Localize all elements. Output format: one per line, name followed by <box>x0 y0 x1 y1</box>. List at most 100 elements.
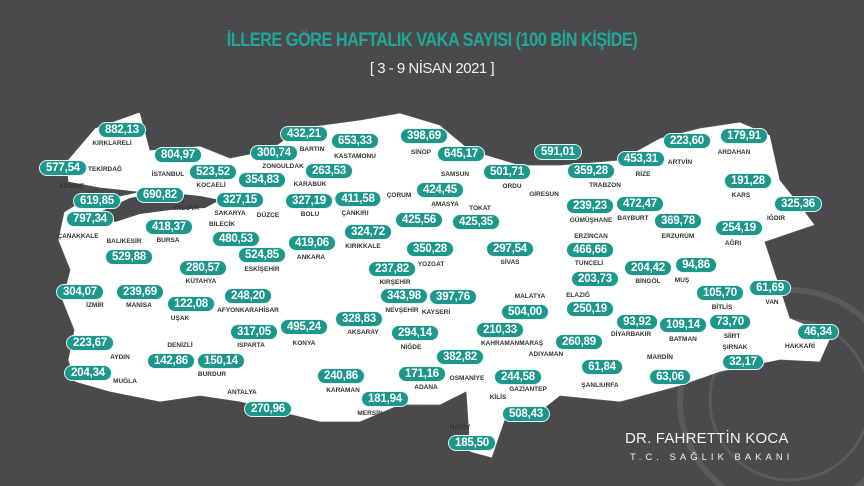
province-value-badge: 350,28 <box>406 241 454 257</box>
province-value-badge: 171,16 <box>398 366 446 382</box>
province-value-badge: 109,14 <box>659 317 707 333</box>
province-value-badge: 425,56 <box>395 212 443 228</box>
province-name: KIRŞEHİR <box>379 279 411 286</box>
province-value-badge: 369,78 <box>654 213 702 229</box>
province-value-badge: 501,71 <box>483 164 531 180</box>
province-name: BOLU <box>300 211 320 218</box>
province-value-badge: 327,15 <box>216 192 264 208</box>
province-value-badge: 263,53 <box>305 163 353 179</box>
province-name: ADIYAMAN <box>528 351 564 358</box>
province-name: VAN <box>765 299 779 306</box>
province-value-badge: 179,91 <box>720 128 768 144</box>
province-name: NİĞDE <box>400 344 422 351</box>
province-name: GAZİANTEP <box>509 386 547 393</box>
province-name: BAYBURT <box>617 215 649 222</box>
province-name: SİİRT <box>723 333 741 340</box>
province-name: KİLİS <box>489 394 507 401</box>
province-name: HATAY <box>449 424 471 431</box>
province-value-badge: 94,86 <box>675 257 717 273</box>
province-value-badge: 382,82 <box>436 349 484 365</box>
province-value-badge: 591,01 <box>534 144 582 160</box>
signature-name: DR. FAHRETTİN KOCA <box>625 430 789 447</box>
province-value-badge: 645,17 <box>437 146 485 162</box>
province-name: DİYARBAKIR <box>610 331 652 338</box>
province-value-badge: 142,86 <box>147 353 195 369</box>
province-value-badge: 508,43 <box>502 406 550 422</box>
province-value-badge: 270,96 <box>244 401 292 417</box>
province-value-badge: 653,33 <box>331 133 379 149</box>
province-value-badge: 398,69 <box>400 128 448 144</box>
province-name: BİLECİK <box>209 221 235 228</box>
province-name: YOZGAT <box>417 261 445 268</box>
province-value-badge: 577,54 <box>39 160 87 176</box>
province-value-badge: 504,00 <box>501 304 549 320</box>
province-name: HAKKARİ <box>785 343 815 350</box>
province-name: YALOVA <box>172 205 200 212</box>
province-name: MUŞ <box>674 277 690 284</box>
province-name: IĞDIR <box>766 215 786 222</box>
province-value-badge: 359,28 <box>567 163 615 179</box>
province-value-badge: 419,06 <box>288 235 336 251</box>
province-name: KARAMAN <box>326 387 360 394</box>
province-value-badge: 325,36 <box>774 196 822 212</box>
province-name: ELAZIĞ <box>566 292 590 299</box>
province-value-badge: 244,58 <box>494 369 542 385</box>
province-value-badge: 354,83 <box>238 172 286 188</box>
province-name: BİTLİS <box>711 304 733 311</box>
map-title: İLLERE GÖRE HAFTALIK VAKA SAYISI (100 Bİ… <box>226 30 638 51</box>
province-name: MALATYA <box>514 293 546 300</box>
province-name: BATMAN <box>669 336 697 343</box>
province-name: SAKARYA <box>214 210 246 217</box>
province-value-badge: 63,06 <box>649 369 691 385</box>
province-name: KOCAELİ <box>196 182 226 189</box>
province-name: SİVAS <box>500 259 520 266</box>
province-name: ORDU <box>502 183 522 190</box>
province-name: ADANA <box>414 384 438 391</box>
province-value-badge: 690,82 <box>136 187 184 203</box>
province-name: KAYSERİ <box>421 309 451 316</box>
province-name: KÜTAHYA <box>185 278 217 285</box>
province-value-badge: 61,84 <box>581 359 623 375</box>
province-value-badge: 453,31 <box>617 151 665 167</box>
province-value-badge: 529,88 <box>105 249 153 265</box>
province-value-badge: 203,73 <box>571 271 619 287</box>
province-value-badge: 61,69 <box>749 280 791 296</box>
province-value-badge: 432,21 <box>280 126 328 142</box>
province-value-badge: 191,28 <box>724 173 772 189</box>
province-name: UŞAK <box>170 315 190 322</box>
province-name: MERSİN <box>357 410 383 417</box>
province-name: MUĞLA <box>113 378 137 385</box>
province-name: ARDAHAN <box>717 149 751 156</box>
province-name: GİRESUN <box>529 191 559 198</box>
province-value-badge: 73,70 <box>709 314 751 330</box>
province-name: TEKİRDAĞ <box>88 166 122 173</box>
province-name: ÇANKIRI <box>341 210 369 217</box>
province-value-badge: 304,07 <box>56 284 104 300</box>
province-name: ZONGULDAK <box>262 163 304 170</box>
province-value-badge: 797,34 <box>66 211 114 227</box>
province-name: DÜZCE <box>256 212 280 219</box>
province-name: TOKAT <box>469 205 491 212</box>
province-value-badge: 317,05 <box>230 324 278 340</box>
province-value-badge: 619,85 <box>73 193 121 209</box>
province-value-badge: 418,37 <box>145 219 193 235</box>
province-value-badge: 223,60 <box>663 133 711 149</box>
province-name: ŞANLIURFA <box>581 382 619 389</box>
province-value-badge: 250,19 <box>566 301 614 317</box>
province-name: MARDİN <box>647 354 673 361</box>
province-value-badge: 397,76 <box>429 289 477 305</box>
province-value-badge: 32,17 <box>722 354 764 370</box>
province-value-badge: 237,82 <box>368 261 416 277</box>
province-name: MANİSA <box>126 302 152 309</box>
date-range: [ 3 - 9 NİSAN 2021 ] <box>369 60 495 77</box>
province-name: SİNOP <box>410 149 432 156</box>
province-name: ARTVİN <box>667 159 693 166</box>
province-value-badge: 411,58 <box>334 191 382 207</box>
province-name: KARABÜK <box>293 181 327 188</box>
province-value-badge: 254,19 <box>715 220 763 236</box>
province-name: NEVŞEHİR <box>385 307 419 314</box>
province-name: AĞRI <box>724 240 742 247</box>
province-name: ISPARTA <box>237 342 265 349</box>
province-name: ŞIRNAK <box>722 344 748 351</box>
province-name: ANKARA <box>296 254 326 261</box>
